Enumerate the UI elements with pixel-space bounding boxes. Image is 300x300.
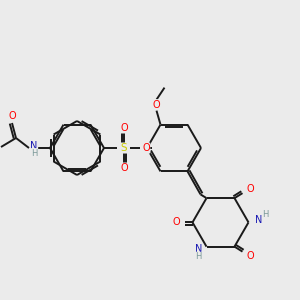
Text: O: O [120,123,128,133]
Text: S: S [121,143,127,153]
Text: O: O [120,163,128,173]
Text: O: O [173,218,180,227]
Text: N: N [195,244,202,254]
Text: O: O [8,111,16,121]
Text: N: N [255,215,262,225]
Text: H: H [31,148,37,158]
Text: N: N [30,141,38,151]
Text: O: O [247,184,254,194]
Text: H: H [262,210,269,219]
Text: H: H [195,252,202,261]
Text: O: O [247,250,254,261]
Text: O: O [153,100,160,110]
Text: O: O [142,143,150,153]
